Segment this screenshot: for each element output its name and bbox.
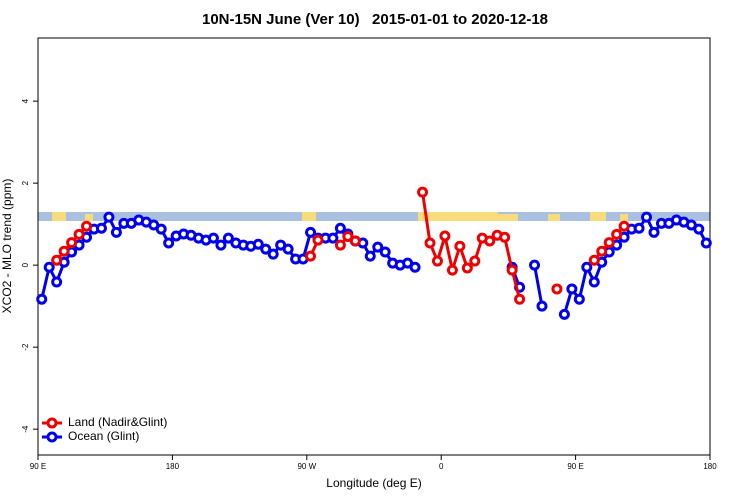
point bbox=[103, 211, 115, 223]
point bbox=[693, 223, 705, 235]
land-patch bbox=[52, 212, 66, 221]
point bbox=[342, 230, 354, 242]
point bbox=[73, 228, 85, 240]
point bbox=[312, 234, 324, 246]
point bbox=[454, 240, 466, 252]
legend-item: Land (Nadir&Glint) bbox=[42, 415, 167, 429]
point bbox=[469, 255, 481, 267]
point bbox=[379, 246, 391, 258]
y-tick-label: 2 bbox=[21, 180, 30, 185]
point bbox=[43, 261, 55, 273]
y-tick-label: 0 bbox=[21, 262, 30, 267]
x-axis-label: Longitude (deg E) bbox=[326, 476, 421, 490]
point bbox=[207, 232, 219, 244]
point bbox=[409, 261, 421, 273]
y-tick-label: -2 bbox=[21, 343, 30, 351]
point bbox=[372, 241, 384, 253]
point bbox=[588, 254, 600, 266]
legend-marker bbox=[46, 417, 58, 429]
legend-item: Ocean (Glint) bbox=[42, 429, 139, 443]
land-patch bbox=[590, 212, 606, 221]
point bbox=[252, 238, 264, 250]
land-patch bbox=[498, 214, 518, 221]
point bbox=[51, 254, 63, 266]
point bbox=[581, 261, 593, 273]
point bbox=[484, 235, 496, 247]
point bbox=[424, 237, 436, 249]
point bbox=[431, 255, 443, 267]
x-tick-label: 90 W bbox=[297, 462, 316, 471]
point bbox=[648, 226, 660, 238]
point bbox=[305, 250, 317, 262]
point bbox=[700, 237, 712, 249]
point bbox=[66, 237, 78, 249]
x-tick-label: 0 bbox=[439, 462, 444, 471]
chart-title: 10N-15N June (Ver 10) 2015-01-01 to 2020… bbox=[202, 11, 548, 28]
point bbox=[58, 245, 70, 257]
legend-label: Ocean (Glint) bbox=[68, 429, 139, 443]
point bbox=[364, 250, 376, 262]
x-tick-label: 180 bbox=[166, 462, 180, 471]
point bbox=[51, 276, 63, 288]
point bbox=[506, 264, 518, 276]
y-tick-label: 4 bbox=[21, 98, 30, 103]
point bbox=[267, 248, 279, 260]
point bbox=[446, 264, 458, 276]
land-patch bbox=[85, 214, 93, 221]
series bbox=[51, 186, 630, 305]
point bbox=[282, 243, 294, 255]
land-patch bbox=[302, 212, 316, 221]
point bbox=[222, 232, 234, 244]
legend-label: Land (Nadir&Glint) bbox=[68, 415, 167, 429]
point bbox=[529, 259, 541, 271]
land-mask-band bbox=[38, 212, 710, 221]
point bbox=[163, 237, 175, 249]
point bbox=[95, 222, 107, 234]
legend-marker bbox=[46, 431, 58, 443]
point bbox=[536, 300, 548, 312]
point bbox=[327, 232, 339, 244]
point bbox=[305, 226, 317, 238]
point bbox=[514, 293, 526, 305]
point bbox=[566, 283, 578, 295]
point bbox=[588, 276, 600, 288]
x-tick-label: 90 E bbox=[30, 462, 46, 471]
point bbox=[334, 239, 346, 251]
x-tick-label: 90 E bbox=[567, 462, 583, 471]
point bbox=[334, 222, 346, 234]
point bbox=[81, 220, 93, 232]
point bbox=[155, 223, 167, 235]
point bbox=[633, 222, 645, 234]
y-tick-label: -4 bbox=[21, 425, 30, 433]
point bbox=[260, 243, 272, 255]
point bbox=[611, 228, 623, 240]
point bbox=[439, 230, 451, 242]
point bbox=[461, 262, 473, 274]
land-patch bbox=[418, 212, 498, 221]
land-patch bbox=[620, 214, 628, 221]
point bbox=[110, 226, 122, 238]
point bbox=[558, 308, 570, 320]
point bbox=[573, 293, 585, 305]
land-patch bbox=[548, 214, 560, 221]
x-tick-label: 180 bbox=[703, 462, 717, 471]
point bbox=[215, 239, 227, 251]
point bbox=[596, 245, 608, 257]
point bbox=[349, 235, 361, 247]
point bbox=[641, 211, 653, 223]
point bbox=[36, 293, 48, 305]
point bbox=[499, 231, 511, 243]
band bbox=[38, 212, 710, 221]
y-axis-label: XCO2 - MLO trend (ppm) bbox=[0, 179, 14, 314]
point bbox=[618, 220, 630, 232]
point bbox=[417, 186, 429, 198]
point bbox=[551, 283, 563, 295]
point bbox=[603, 237, 615, 249]
